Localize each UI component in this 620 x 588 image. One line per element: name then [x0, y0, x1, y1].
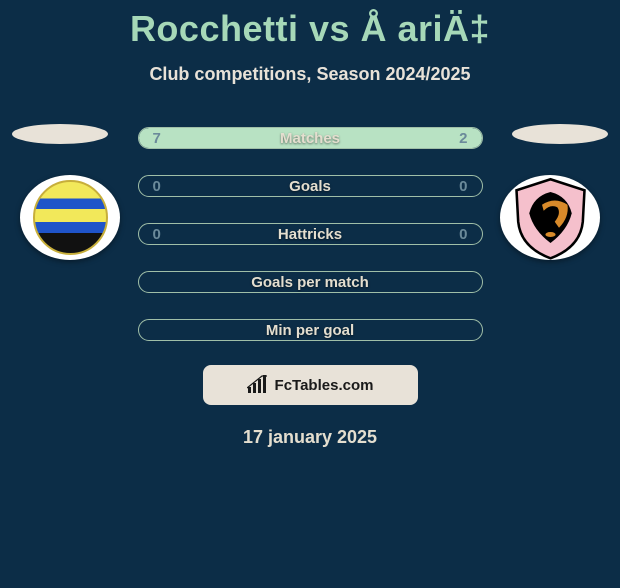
stat-right-value: 0: [459, 226, 467, 243]
stat-right-value: 2: [459, 130, 467, 147]
stat-left-value: 0: [153, 178, 161, 195]
left-player-ellipse: [12, 124, 108, 144]
right-player-ellipse: [512, 124, 608, 144]
stat-label: Matches: [280, 130, 340, 147]
stat-pill: Min per goal: [138, 319, 483, 341]
stat-fill-left: [139, 128, 407, 148]
brand-text: FcTables.com: [275, 377, 374, 394]
stats-column: 7 2 Matches 0 0 Goals 0 0 Hattricks Goals per mat…: [138, 127, 483, 341]
stat-right-value: 0: [459, 178, 467, 195]
stat-pill: 7 2 Matches: [138, 127, 483, 149]
brand-chart-icon: [247, 375, 269, 395]
stat-left-value: 7: [153, 130, 161, 147]
snapshot-date: 17 january 2025: [0, 427, 620, 448]
comparison-container: 7 2 Matches 0 0 Goals 0 0 Hattricks Goals per mat…: [0, 127, 620, 341]
right-club-badge: [500, 175, 600, 260]
stat-label: Min per goal: [266, 322, 354, 339]
stat-label: Hattricks: [278, 226, 342, 243]
stat-left-value: 0: [153, 226, 161, 243]
left-club-badge: [20, 175, 120, 260]
page-title: Rocchetti vs Å ariÄ‡: [0, 8, 620, 50]
page-subtitle: Club competitions, Season 2024/2025: [0, 64, 620, 85]
stat-label: Goals per match: [251, 274, 369, 291]
stat-pill: 0 0 Goals: [138, 175, 483, 197]
stat-fill-right: [406, 128, 481, 148]
stat-pill: 0 0 Hattricks: [138, 223, 483, 245]
stat-pill: Goals per match: [138, 271, 483, 293]
juve-stabia-crest-icon: [33, 180, 108, 255]
palermo-crest-icon: [508, 175, 593, 260]
stat-label: Goals: [289, 178, 331, 195]
brand-box[interactable]: FcTables.com: [203, 365, 418, 405]
